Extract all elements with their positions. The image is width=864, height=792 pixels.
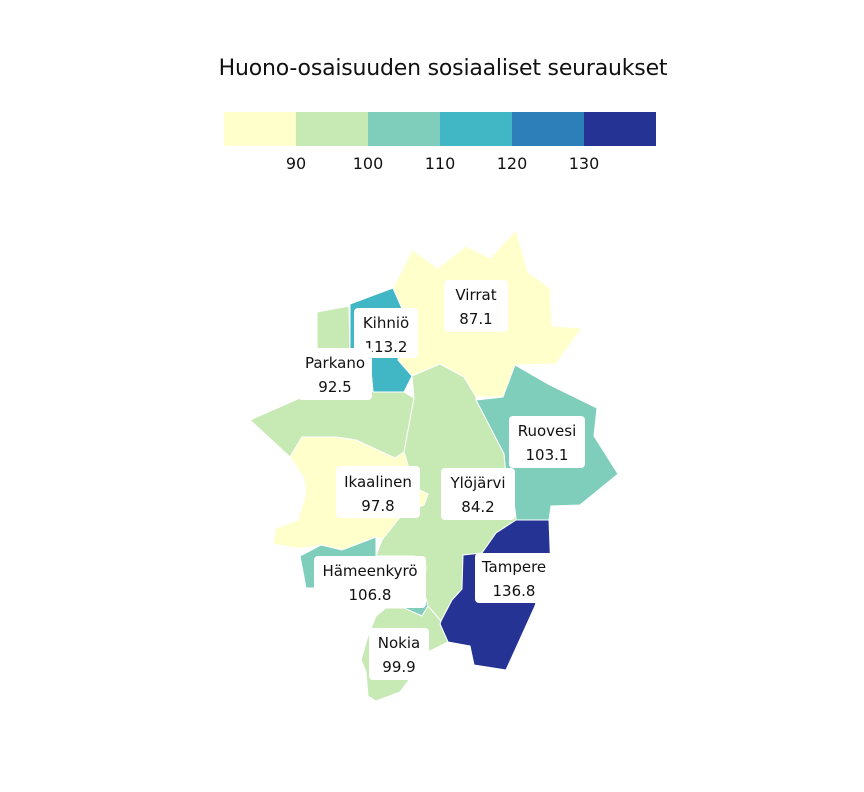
region-name: Ruovesi xyxy=(518,422,577,440)
label-hameenkyro: Hämeenkyrö 106.8 xyxy=(314,556,426,608)
region-value: 97.8 xyxy=(361,497,394,515)
region-name: Ikaalinen xyxy=(344,473,412,491)
legend-swatch xyxy=(440,112,512,146)
legend-tick: 130 xyxy=(568,154,600,173)
legend-swatch xyxy=(224,112,296,146)
label-ylojarvi: Ylöjärvi 84.2 xyxy=(441,468,515,520)
label-parkano: Parkano 92.5 xyxy=(298,348,372,400)
region-name: Nokia xyxy=(378,634,420,652)
legend-swatch xyxy=(368,112,440,146)
region-value: 103.1 xyxy=(526,446,569,464)
label-kihnio: Kihniö 113.2 xyxy=(354,308,418,358)
label-ruovesi: Ruovesi 103.1 xyxy=(509,416,585,468)
legend-tick: 110 xyxy=(424,154,456,173)
region-value: 92.5 xyxy=(318,378,351,396)
region-value: 106.8 xyxy=(349,586,392,604)
legend-swatch xyxy=(584,112,656,146)
label-virrat: Virrat 87.1 xyxy=(444,280,508,332)
legend-tick: 90 xyxy=(285,154,307,173)
region-value: 136.8 xyxy=(493,582,536,600)
region-value: 84.2 xyxy=(461,498,494,516)
region-name: Ylöjärvi xyxy=(449,474,505,492)
region-name: Virrat xyxy=(455,286,496,304)
color-legend xyxy=(224,112,656,146)
region-value: 113.2 xyxy=(365,338,408,356)
label-tampere: Tampere 136.8 xyxy=(475,553,553,603)
region-name: Tampere xyxy=(481,558,546,576)
region-name: Parkano xyxy=(305,354,365,372)
region-value: 99.9 xyxy=(382,658,415,676)
label-nokia: Nokia 99.9 xyxy=(369,628,429,680)
region-value: 87.1 xyxy=(459,310,492,328)
region-name: Hämeenkyrö xyxy=(322,562,417,580)
legend-swatch xyxy=(296,112,368,146)
region-name: Kihniö xyxy=(363,314,409,332)
label-ikaalinen: Ikaalinen 97.8 xyxy=(336,466,420,518)
map-title: Huono-osaisuuden sosiaaliset seuraukset xyxy=(218,56,668,81)
legend-tick: 100 xyxy=(352,154,384,173)
legend-swatch xyxy=(512,112,584,146)
legend-tick: 120 xyxy=(496,154,528,173)
